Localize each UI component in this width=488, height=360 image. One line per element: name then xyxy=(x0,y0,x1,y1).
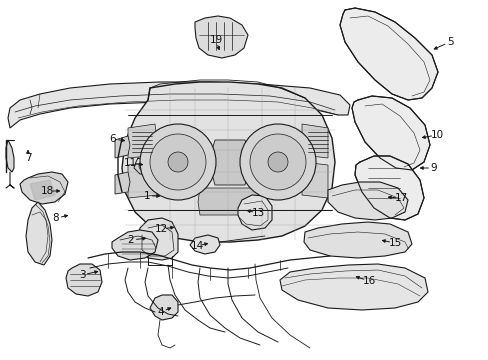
Polygon shape xyxy=(354,156,423,220)
Text: 15: 15 xyxy=(387,238,401,248)
Polygon shape xyxy=(327,182,407,220)
Polygon shape xyxy=(20,172,68,204)
Text: 4: 4 xyxy=(157,307,164,317)
Polygon shape xyxy=(6,140,14,172)
Polygon shape xyxy=(66,264,102,296)
Polygon shape xyxy=(150,295,178,320)
Text: 19: 19 xyxy=(209,35,222,45)
Polygon shape xyxy=(112,230,158,260)
Polygon shape xyxy=(339,8,437,100)
Text: 17: 17 xyxy=(393,193,407,203)
Polygon shape xyxy=(280,264,427,310)
Text: 5: 5 xyxy=(446,37,452,47)
Text: 13: 13 xyxy=(251,208,264,218)
Text: 1: 1 xyxy=(143,191,150,201)
Polygon shape xyxy=(138,218,178,260)
Text: 9: 9 xyxy=(430,163,436,173)
Polygon shape xyxy=(128,162,158,198)
Circle shape xyxy=(140,124,216,200)
Text: 14: 14 xyxy=(190,241,203,251)
Polygon shape xyxy=(302,124,327,158)
Polygon shape xyxy=(115,136,130,158)
Text: 8: 8 xyxy=(53,213,59,223)
Text: 16: 16 xyxy=(362,276,375,286)
Text: 2: 2 xyxy=(127,235,134,245)
Text: 18: 18 xyxy=(41,186,54,196)
Polygon shape xyxy=(190,235,220,254)
Circle shape xyxy=(240,124,315,200)
Polygon shape xyxy=(351,96,429,170)
Polygon shape xyxy=(115,172,130,194)
Circle shape xyxy=(168,152,187,172)
Circle shape xyxy=(139,161,149,171)
Polygon shape xyxy=(122,82,334,242)
Polygon shape xyxy=(304,222,411,258)
Polygon shape xyxy=(238,195,271,230)
Text: 6: 6 xyxy=(109,134,116,144)
Polygon shape xyxy=(195,16,247,58)
Circle shape xyxy=(150,134,205,190)
Polygon shape xyxy=(212,140,247,185)
Polygon shape xyxy=(128,124,158,158)
Circle shape xyxy=(267,152,287,172)
Text: 12: 12 xyxy=(154,224,167,234)
Text: 7: 7 xyxy=(24,153,31,163)
Polygon shape xyxy=(8,82,349,128)
Polygon shape xyxy=(198,188,260,215)
Text: 3: 3 xyxy=(79,270,85,280)
Polygon shape xyxy=(302,162,327,198)
Text: 11: 11 xyxy=(123,158,136,168)
Text: 10: 10 xyxy=(429,130,443,140)
Polygon shape xyxy=(26,202,52,265)
Polygon shape xyxy=(30,180,55,200)
Circle shape xyxy=(249,134,305,190)
